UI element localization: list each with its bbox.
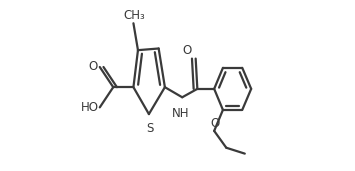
Text: HO: HO bbox=[81, 101, 98, 114]
Text: O: O bbox=[182, 44, 191, 57]
Text: O: O bbox=[211, 117, 220, 130]
Text: NH: NH bbox=[171, 107, 189, 120]
Text: S: S bbox=[146, 122, 153, 135]
Text: CH₃: CH₃ bbox=[124, 9, 145, 22]
Text: O: O bbox=[89, 61, 98, 74]
